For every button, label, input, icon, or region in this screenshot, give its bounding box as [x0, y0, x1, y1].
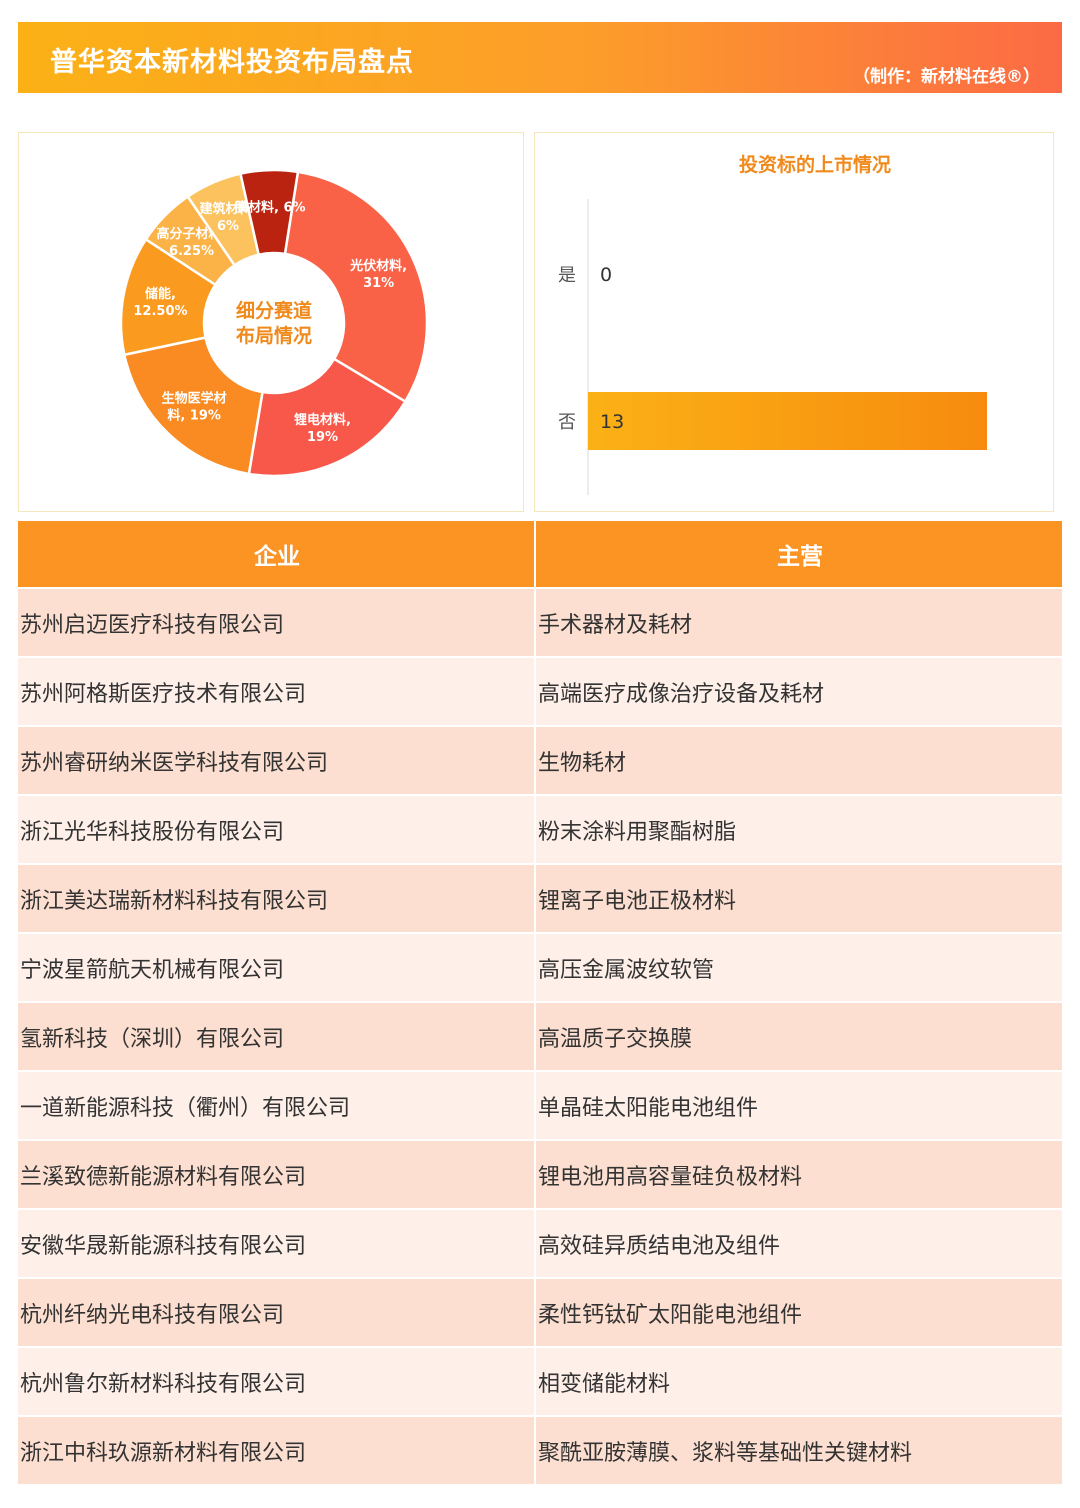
- pie-chart-panel: 光伏材料, 31% 锂电材料, 19% 生物医学材料, 19% 储能, 12.50% 高分子材…: [18, 132, 524, 512]
- table-row: 浙江光华科技股份有限公司 粉末涂料用聚酯树脂: [18, 794, 1062, 863]
- business-cell: 相变储能材料: [534, 1348, 1062, 1415]
- business-cell: 单晶硅太阳能电池组件: [534, 1072, 1062, 1139]
- slice-label-line: 6.25%: [169, 244, 214, 259]
- table-row: 杭州纤纳光电科技有限公司 柔性钙钛矿太阳能电池组件: [18, 1277, 1062, 1346]
- company-cell: 苏州阿格斯医疗技术有限公司: [20, 681, 307, 707]
- table-row: 浙江中科玖源新材料有限公司 聚酰亚胺薄膜、浆料等基础性关键材料: [18, 1415, 1062, 1484]
- slice-label-line: 光伏材料,: [349, 258, 407, 274]
- table-row: 苏州启迈医疗科技有限公司 手术器材及耗材: [18, 587, 1062, 656]
- header-banner: 普华资本新材料投资布局盘点 （制作：新材料在线®）: [18, 22, 1062, 93]
- table-row: 苏州阿格斯医疗技术有限公司 高端医疗成像治疗设备及耗材: [18, 656, 1062, 725]
- table-header-row: 企业 主营: [18, 521, 1062, 587]
- slice-label-line: 12.50%: [133, 304, 187, 319]
- donut-center-label: 布局情况: [236, 324, 312, 347]
- donut-center-label: 细分赛道: [236, 299, 312, 322]
- donut-chart: 光伏材料, 31% 锂电材料, 19% 生物医学材料, 19% 储能, 12.50% 高分子材…: [119, 168, 429, 478]
- slice-label: 生物医学材料, 19%: [162, 390, 227, 423]
- slice-label-line: 6%: [217, 219, 239, 234]
- slice-label: 建筑材料, 6%: [200, 201, 257, 234]
- table-body: 苏州启迈医疗科技有限公司 手术器材及耗材苏州阿格斯医疗技术有限公司 高端医疗成像治疗…: [18, 587, 1062, 1484]
- pie-slice: [283, 170, 429, 404]
- slice-label: 储能, 12.50%: [133, 286, 187, 319]
- bar-value-label: 0: [600, 264, 612, 286]
- pie-slice: [122, 336, 264, 476]
- company-cell: 氢新科技（深圳）有限公司: [20, 1026, 285, 1052]
- slice-label: 高分子材料, 6.25%: [157, 226, 227, 259]
- table-row: 安徽华晟新能源科技有限公司 高效硅异质结电池及组件: [18, 1208, 1062, 1277]
- slice-label-line: 膜材料, 6%: [235, 200, 306, 216]
- company-cell: 苏州睿研纳米医学科技有限公司: [20, 750, 329, 776]
- company-cell: 一道新能源科技（衢州）有限公司: [20, 1095, 351, 1121]
- slice-label-line: 料, 19%: [167, 407, 221, 423]
- slice-label-line: 储能,: [144, 286, 176, 302]
- investment-table: 企业 主营 苏州启迈医疗科技有限公司 手术器材及耗材苏州阿格斯医疗技术有限公司 高端…: [18, 521, 1062, 1484]
- slice-label: 锂电材料, 19%: [294, 412, 351, 445]
- business-cell: 生物耗材: [534, 727, 1062, 794]
- header-company: 企业: [254, 544, 300, 570]
- table-row: 氢新科技（深圳）有限公司 高温质子交换膜: [18, 1001, 1062, 1070]
- business-cell: 高端医疗成像治疗设备及耗材: [534, 658, 1062, 725]
- slice-label-line: 19%: [307, 430, 338, 445]
- company-cell: 兰溪致德新能源材料有限公司: [20, 1164, 307, 1190]
- slice-label-line: 建筑材料,: [200, 201, 257, 217]
- business-cell: 柔性钙钛矿太阳能电池组件: [534, 1279, 1062, 1346]
- slice-label: 光伏材料, 31%: [349, 258, 407, 291]
- company-cell: 浙江美达瑞新材料科技有限公司: [20, 888, 329, 914]
- slice-label-line: 高分子材料,: [157, 226, 227, 242]
- bar-mark: [588, 392, 987, 450]
- slice-label-line: 31%: [363, 276, 394, 291]
- company-cell: 苏州启迈医疗科技有限公司: [20, 612, 285, 638]
- bar-category-label: 是: [558, 265, 576, 286]
- slice-label-line: 锂电材料,: [294, 412, 351, 428]
- business-cell: 锂离子电池正极材料: [534, 865, 1062, 932]
- table-row: 苏州睿研纳米医学科技有限公司 生物耗材: [18, 725, 1062, 794]
- table-row: 宁波星箭航天机械有限公司 高压金属波纹软管: [18, 932, 1062, 1001]
- company-cell: 杭州纤纳光电科技有限公司: [20, 1302, 285, 1328]
- bar-value-label: 13: [600, 411, 624, 433]
- table-row: 兰溪致德新能源材料有限公司 锂电池用高容量硅负极材料: [18, 1139, 1062, 1208]
- business-cell: 锂电池用高容量硅负极材料: [534, 1141, 1062, 1208]
- bar-chart-title: 投资标的上市情况: [739, 153, 891, 176]
- business-cell: 高压金属波纹软管: [534, 934, 1062, 1001]
- bar-chart-panel: 投资标的上市情况是 0 否 13: [534, 132, 1054, 512]
- table-row: 浙江美达瑞新材料科技有限公司 锂离子电池正极材料: [18, 863, 1062, 932]
- company-cell: 浙江光华科技股份有限公司: [20, 819, 285, 845]
- table-row: 一道新能源科技（衢州）有限公司 单晶硅太阳能电池组件: [18, 1070, 1062, 1139]
- header-business: 主营: [534, 521, 1062, 587]
- table-row: 杭州鲁尔新材料科技有限公司 相变储能材料: [18, 1346, 1062, 1415]
- company-cell: 浙江中科玖源新材料有限公司: [20, 1440, 307, 1466]
- slice-label-line: 生物医学材: [162, 390, 227, 406]
- slice-label: 膜材料, 6%: [235, 200, 306, 216]
- business-cell: 粉末涂料用聚酯树脂: [534, 796, 1062, 863]
- page-title: 普华资本新材料投资布局盘点: [50, 47, 414, 78]
- business-cell: 高温质子交换膜: [534, 1003, 1062, 1070]
- company-cell: 杭州鲁尔新材料科技有限公司: [20, 1371, 307, 1397]
- credit-note: （制作：新材料在线®）: [853, 67, 1040, 87]
- company-cell: 宁波星箭航天机械有限公司: [20, 957, 285, 983]
- company-cell: 安徽华晟新能源科技有限公司: [20, 1233, 307, 1259]
- pie-slice: [238, 168, 300, 257]
- business-cell: 手术器材及耗材: [534, 589, 1062, 656]
- business-cell: 聚酰亚胺薄膜、浆料等基础性关键材料: [534, 1417, 1062, 1484]
- pie-slice: [247, 357, 408, 478]
- business-cell: 高效硅异质结电池及组件: [534, 1210, 1062, 1277]
- bar-category-label: 否: [558, 412, 576, 433]
